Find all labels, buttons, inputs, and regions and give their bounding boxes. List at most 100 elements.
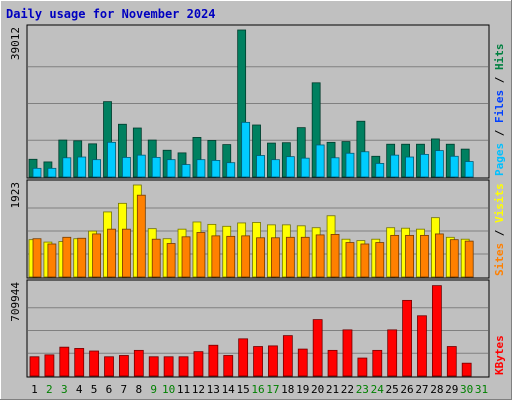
bar-files [107,141,116,178]
bar-kbytes [372,349,383,377]
bar-sites [405,234,414,278]
bar-kbytes [297,348,308,377]
bar-kbytes [223,355,234,377]
bar-kbytes [282,335,293,377]
y-max-label: 1923 [9,182,22,209]
bar-files [136,154,146,178]
bar-sites [375,242,385,278]
bar-kbytes [119,355,129,377]
bar-kbytes [193,351,204,377]
bar-files [166,159,176,178]
bar-files [285,156,295,178]
bar-sites [420,234,429,278]
legend-separator: / [493,123,506,143]
bar-files [226,162,236,178]
legend-item: Sites [493,243,506,276]
x-tick-label: 6 [106,383,113,396]
x-tick-label: 21 [326,383,339,396]
panel-hits-files-pages: 39012 Pages / Files / Hits [9,24,506,179]
legend: Pages / Files / Hits [493,44,506,177]
x-axis-ticks: 1 2 3 4 5 6 7 8 9 10 11 12 13 14 15 16 17 18 19 20 21 22 23 24 2… [31,383,488,396]
bar-files [32,167,42,178]
y-max-label: 709944 [9,282,22,322]
bar-sites [330,234,340,278]
chart-title: Daily usage for November 2024 [6,7,216,21]
x-tick-label: 28 [430,383,443,396]
bar-sites [285,236,295,278]
bar-files [181,164,191,178]
bar-kbytes [253,346,263,377]
bar-sites [300,236,310,278]
bar-files [151,157,161,178]
bar-sites [181,236,191,278]
bar-files [315,144,325,178]
bar-sites [32,238,42,278]
bar-kbytes [133,349,144,377]
x-tick-label: 29 [445,383,458,396]
bar-sites [434,233,444,278]
x-tick-label: 23 [356,383,369,396]
bar-files [345,152,355,178]
bar-sites [271,237,280,278]
bar-files [47,167,57,178]
bar-kbytes [148,356,159,377]
bar-sites [360,243,370,278]
x-tick-label: 22 [341,383,354,396]
bar-sites [196,232,206,278]
x-tick-label: 15 [236,383,249,396]
bar-files [122,157,131,178]
x-tick-label: 19 [296,383,309,396]
legend: KBytes [493,335,506,375]
bar-kbytes [104,356,114,377]
legend-item: Hits [493,44,506,71]
bar-sites [315,234,325,278]
bar-files [464,161,474,178]
bar-sites [256,237,265,278]
legend-item: Files [493,90,506,123]
x-tick-label: 12 [192,383,205,396]
bar-files [196,159,206,178]
bar-files [360,151,370,178]
bar-files [330,157,340,178]
x-tick-label: 16 [251,383,264,396]
x-tick-label: 8 [135,383,142,396]
x-tick-label: 9 [150,383,157,396]
bar-sites [166,243,176,278]
bar-kbytes [238,338,249,377]
legend-item: Pages [493,143,506,176]
x-tick-label: 30 [460,383,473,396]
legend-separator: / [493,70,506,90]
bar-files [256,155,265,178]
bar-sites [449,239,459,278]
x-tick-label: 3 [61,383,68,396]
bar-sites [122,228,131,278]
bar-kbytes [446,346,457,377]
x-tick-label: 26 [400,383,413,396]
bar-files [449,155,459,178]
x-tick-label: 18 [281,383,294,396]
bar-sites [62,236,72,278]
bar-files [62,157,72,178]
bar-files [390,154,400,178]
x-tick-label: 10 [162,383,175,396]
bar-kbytes [461,362,472,377]
bar-kbytes [268,345,278,377]
x-tick-label: 24 [371,383,385,396]
x-tick-label: 17 [266,383,279,396]
bar-kbytes [44,354,55,377]
x-tick-label: 31 [475,383,488,396]
legend-item: Visits [493,183,506,223]
x-tick-label: 5 [91,383,98,396]
chart-panels: 39012 Pages / Files / Hits 1923 Sites / Vis… [9,24,506,378]
bar-files [92,159,102,178]
bar-kbytes [208,344,219,377]
panel-visits-sites: 1923 Sites / Visits [9,179,506,279]
legend: Sites / Visits [493,183,506,276]
bar-kbytes [327,349,338,377]
bar-kbytes [387,329,398,377]
bar-kbytes [89,350,100,377]
x-tick-label: 7 [121,383,128,396]
bar-files [77,156,87,178]
y-max-label: 39012 [9,27,22,60]
